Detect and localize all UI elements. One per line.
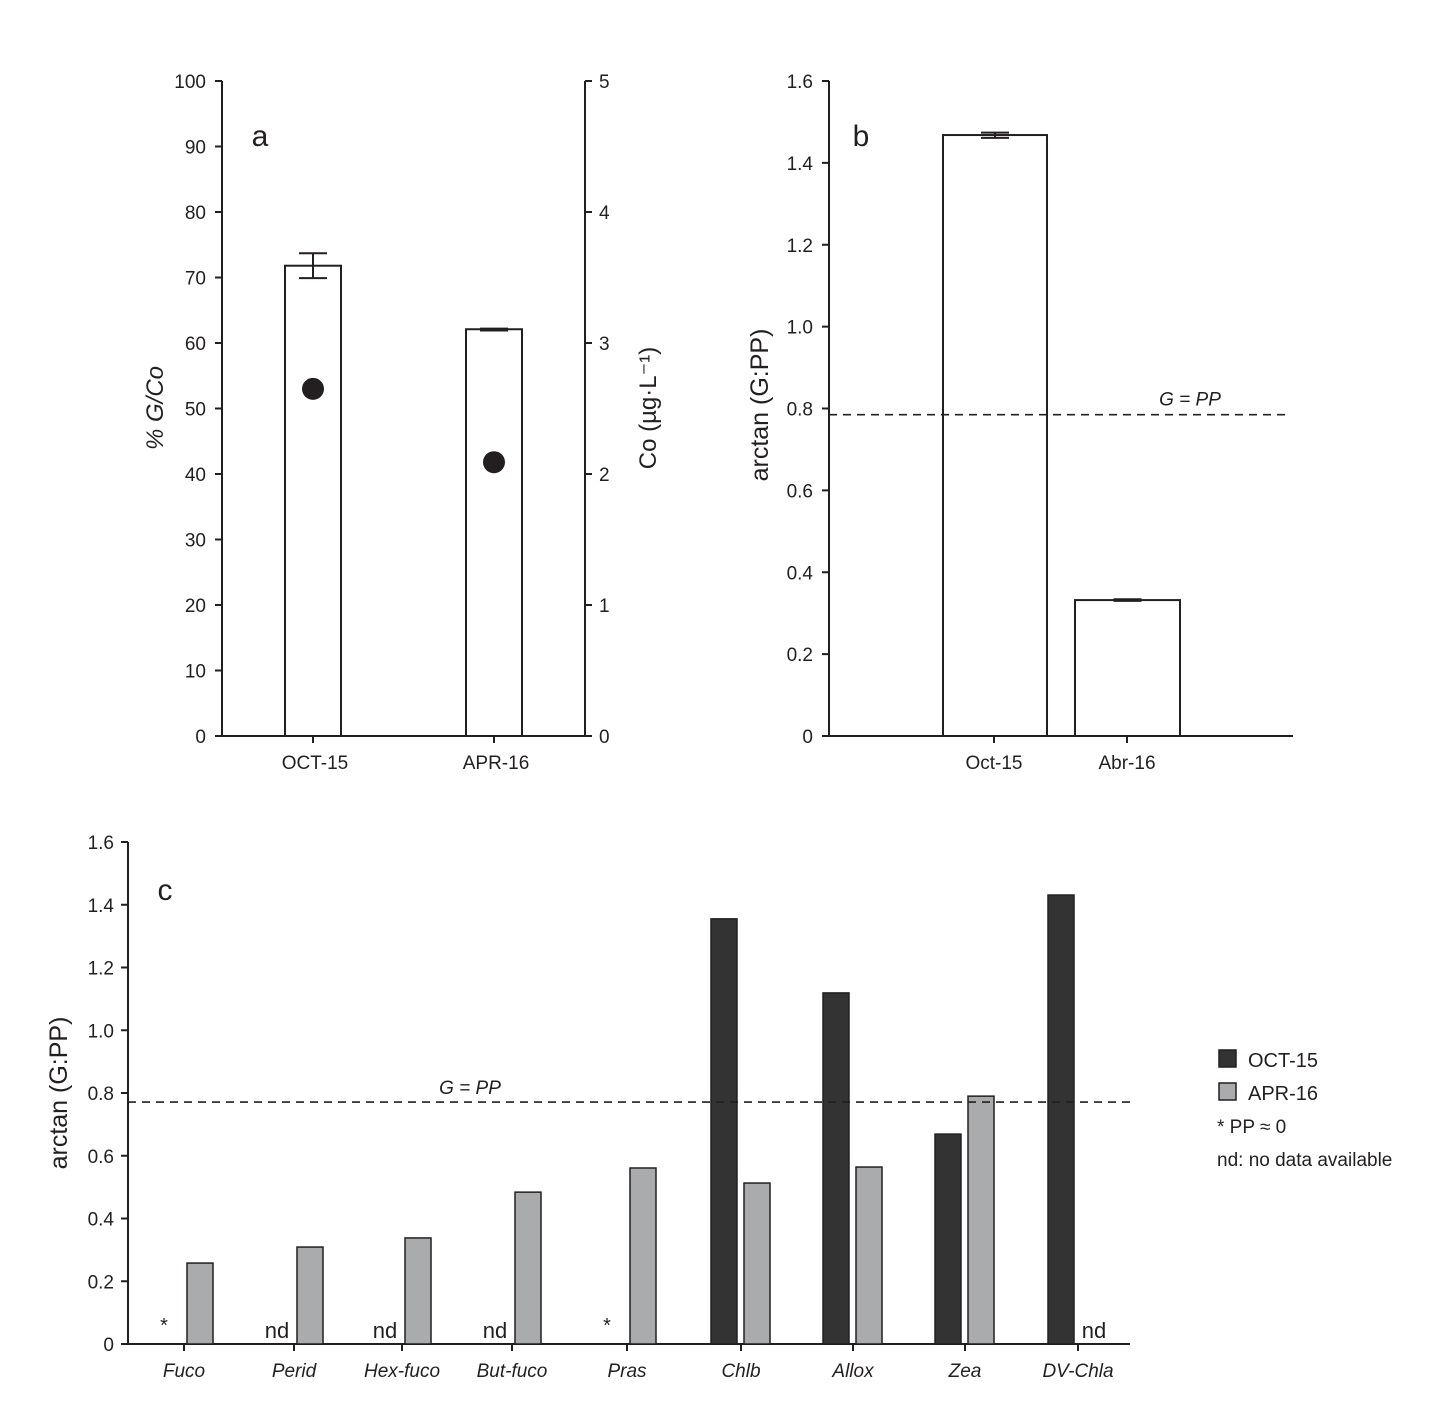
reference-line-label: G = PP (439, 1078, 501, 1099)
bar-annotation: nd (483, 1318, 507, 1343)
bar-oct-15 (1047, 894, 1075, 1345)
y-tick-label: 0.8 (88, 1084, 114, 1105)
y-tick-label: 1.0 (787, 318, 813, 339)
x-tick-label: Hex-fuco (364, 1361, 440, 1382)
bar-annotation: nd (1082, 1318, 1106, 1343)
y2-tick-label: 3 (599, 334, 610, 355)
bar (1074, 599, 1181, 738)
y2-tick-label: 5 (599, 72, 610, 93)
bar-apr-16 (967, 1095, 995, 1345)
x-tick-label: APR-16 (463, 753, 530, 774)
y-tick-label: 0 (802, 727, 813, 748)
y-tick-label: 40 (185, 465, 206, 486)
bar-apr-16 (514, 1191, 542, 1345)
x-tick-label: OCT-15 (282, 753, 349, 774)
y-tick-label: 1.4 (787, 154, 814, 175)
y-tick-label: 0 (103, 1335, 114, 1356)
y-tick-label: 60 (185, 334, 206, 355)
x-tick-label: Fuco (163, 1361, 205, 1382)
x-tick-label: Chlb (721, 1361, 760, 1382)
x-tick-label: Abr-16 (1098, 753, 1155, 774)
x-tick-label: Perid (272, 1361, 318, 1382)
panel-label: a (252, 120, 269, 153)
y-tick-label: 1.6 (787, 72, 813, 93)
bar (942, 134, 1048, 738)
bar-apr-16 (855, 1166, 883, 1345)
y-axis-label: arctan (G:PP) (746, 329, 774, 482)
y-tick-label: 70 (185, 269, 206, 290)
bar-apr-16 (404, 1237, 432, 1345)
y2-tick-label: 2 (599, 465, 610, 486)
y-tick-label: 80 (185, 203, 206, 224)
bar (465, 328, 523, 737)
y-tick-label: 20 (185, 596, 206, 617)
bar-annotation: * (603, 1315, 611, 1337)
panel-label: c (158, 874, 173, 907)
bar-annotation: nd (265, 1318, 289, 1343)
x-tick-label: Oct-15 (965, 753, 1022, 774)
y-tick-label: 0.4 (88, 1210, 115, 1231)
x-tick-label: DV-Chla (1042, 1361, 1113, 1382)
panel-label: b (853, 120, 870, 153)
y-tick-label: 50 (185, 400, 206, 421)
bar-apr-16 (743, 1182, 771, 1345)
x-tick-label: Pras (607, 1361, 647, 1382)
bar-oct-15 (822, 992, 850, 1345)
y2-tick-label: 4 (599, 203, 610, 224)
y-tick-label: 1.2 (787, 236, 813, 257)
y-tick-label: 1.2 (88, 959, 114, 980)
bar-apr-16 (186, 1262, 214, 1345)
bar-apr-16 (296, 1246, 324, 1345)
y-tick-label: 0.6 (787, 481, 813, 502)
bar-annotation: nd (373, 1318, 397, 1343)
legend-label: APR-16 (1248, 1083, 1318, 1105)
x-tick-label: But-fuco (477, 1361, 548, 1382)
y-tick-label: 0.6 (88, 1147, 114, 1168)
y-tick-label: 90 (185, 138, 206, 159)
y-tick-label: 1.4 (88, 896, 115, 917)
reference-line-label: G = PP (1159, 390, 1221, 411)
legend-swatch (1218, 1082, 1237, 1101)
y-tick-label: 1.6 (88, 833, 114, 854)
y-tick-label: 0.2 (88, 1272, 114, 1293)
bar-annotation: * (160, 1315, 168, 1337)
y-tick-label: 0.4 (787, 563, 814, 584)
y-tick-label: 0.8 (787, 400, 813, 421)
y2-axis-label: Co (µg·L⁻¹) (635, 347, 662, 470)
x-tick-label: Zea (948, 1361, 982, 1382)
bar-oct-15 (934, 1133, 962, 1345)
y-tick-label: 0 (195, 727, 206, 748)
y-tick-label: 10 (185, 662, 206, 683)
x-tick-label: Allox (831, 1361, 875, 1382)
y2-tick-label: 0 (599, 727, 610, 748)
legend-note: nd: no data available (1217, 1150, 1392, 1171)
legend-swatch (1218, 1049, 1237, 1068)
y2-tick-label: 1 (599, 596, 610, 617)
bar-oct-15 (710, 918, 738, 1345)
legend-label: OCT-15 (1248, 1050, 1318, 1072)
data-point (483, 451, 505, 474)
y-tick-label: 30 (185, 531, 206, 552)
y-tick-label: 0.2 (787, 645, 813, 666)
legend-note: * PP ≈ 0 (1217, 1117, 1286, 1138)
y-tick-label: 100 (174, 72, 206, 93)
bar (284, 264, 342, 737)
bar-apr-16 (629, 1167, 657, 1345)
y-axis-label: arctan (G:PP) (45, 1017, 73, 1170)
data-point (302, 377, 324, 400)
y-axis-label: % G/Co (142, 366, 169, 450)
y-tick-label: 1.0 (88, 1021, 114, 1042)
